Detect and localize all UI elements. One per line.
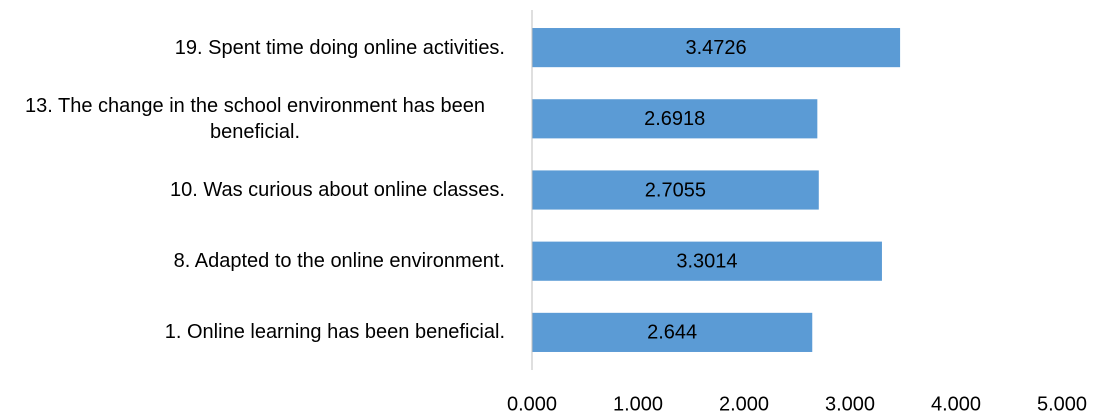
bar xyxy=(532,28,901,68)
y-tick-label: 13. The change in the school environment… xyxy=(25,94,485,143)
x-tick-label: 5.000 xyxy=(1037,393,1087,415)
y-tick-label: 19. Spent time doing online activities. xyxy=(174,36,505,59)
y-tick-label: 10. Was curious about online classes. xyxy=(170,179,505,201)
x-tick-label: 0.000 xyxy=(507,393,557,415)
bar xyxy=(532,241,882,281)
x-tick-label: 1.000 xyxy=(613,393,663,415)
bar xyxy=(532,312,813,352)
y-tick-label: 1. Online learning has been beneficial. xyxy=(164,321,505,344)
bar xyxy=(532,99,818,139)
bar xyxy=(532,170,819,210)
data-label: 2.644 xyxy=(647,322,697,344)
x-tick-label: 3.000 xyxy=(825,393,875,415)
x-tick-label: 4.000 xyxy=(931,393,981,415)
y-tick-label: 8. Adapted to the online environment. xyxy=(173,250,505,273)
data-label: 2.6918 xyxy=(644,108,705,130)
x-tick-label: 2.000 xyxy=(719,393,769,415)
data-label: 3.4726 xyxy=(685,37,746,59)
data-label: 2.7055 xyxy=(645,179,706,201)
data-label: 3.3014 xyxy=(676,250,737,272)
